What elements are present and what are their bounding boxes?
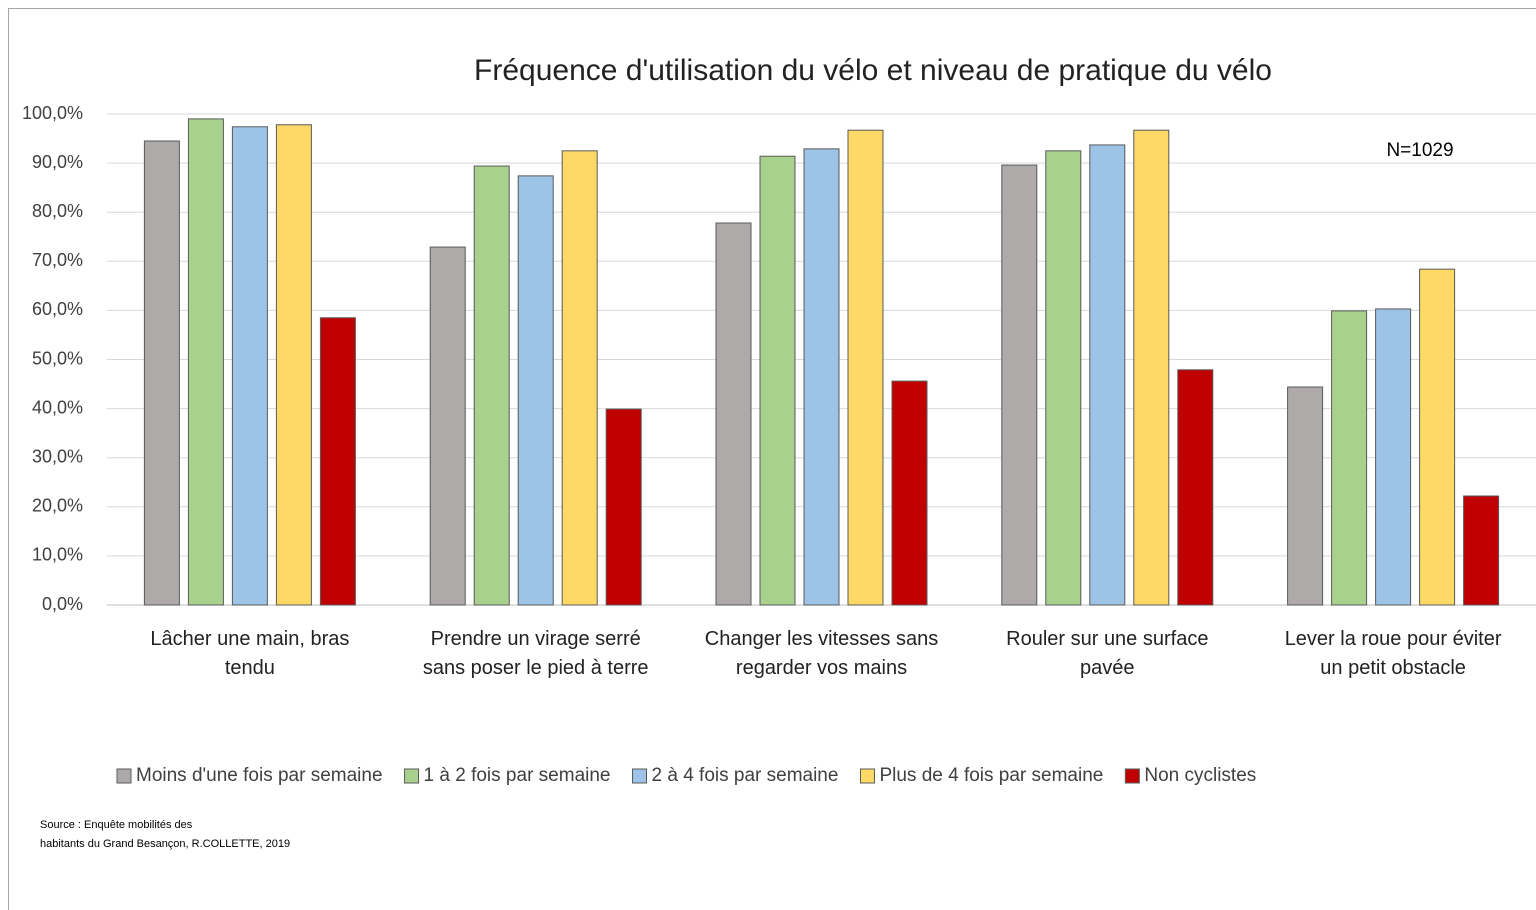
- y-tick-label: 10,0%: [32, 545, 83, 565]
- y-tick-label: 70,0%: [32, 250, 83, 270]
- bar: [891, 380, 928, 606]
- bar: [143, 140, 180, 606]
- bar: [473, 165, 510, 606]
- legend-label: Non cyclistes: [1144, 765, 1256, 786]
- bar: [1001, 164, 1038, 606]
- x-tick-label: Lever la roue pour éviter un petit obsta…: [1284, 628, 1502, 679]
- x-tick-label: Changer les vitesses sans regarder vos m…: [704, 628, 939, 679]
- bar: [187, 118, 224, 606]
- bar: [759, 155, 796, 606]
- bar: [1331, 310, 1368, 606]
- bar: [1045, 150, 1082, 606]
- legend-label: Moins d'une fois par semaine: [136, 765, 383, 786]
- chart-frame: [8, 8, 1536, 910]
- legend-label: 1 à 2 fois par semaine: [424, 765, 611, 786]
- bar: [605, 408, 642, 606]
- legend-label: 2 à 4 fois par semaine: [652, 765, 839, 786]
- legend-swatch: [859, 768, 875, 784]
- legend-swatch: [632, 768, 647, 784]
- legend-swatch: [1124, 768, 1140, 784]
- y-tick-label: 60,0%: [32, 299, 83, 319]
- bar: [561, 150, 598, 606]
- y-tick-label: 90,0%: [32, 152, 83, 172]
- y-tick-label: 80,0%: [32, 201, 83, 221]
- x-tick-label: Lâcher une main, bras tendu: [150, 628, 350, 679]
- y-tick-label: 0,0%: [42, 594, 83, 614]
- bar: [517, 175, 554, 606]
- source-line: habitants du Grand Besançon, R.COLLETTE,…: [40, 838, 290, 850]
- bar: [1287, 386, 1324, 606]
- x-tick-label: Rouler sur une surface pavée: [1006, 628, 1209, 679]
- bar: [231, 126, 268, 606]
- chart-title: Fréquence d'utilisation du vélo et nivea…: [474, 54, 1272, 87]
- bar: [715, 222, 752, 606]
- x-tick-label: Prendre un virage serré sans poser le pi…: [422, 628, 649, 679]
- y-tick-label: 50,0%: [32, 348, 83, 368]
- legend-label: Plus de 4 fois par semaine: [879, 765, 1103, 786]
- bar: [1177, 369, 1214, 606]
- bar: [1375, 308, 1412, 606]
- y-tick-label: 40,0%: [32, 397, 83, 417]
- bar: [803, 148, 840, 606]
- y-tick-label: 30,0%: [32, 446, 83, 466]
- source-line: Source : Enquête mobilités des: [40, 819, 193, 831]
- y-tick-label: 20,0%: [32, 496, 83, 516]
- legend-swatch: [404, 768, 420, 784]
- bar: [429, 246, 466, 606]
- bar: [1419, 268, 1456, 606]
- bar: [1463, 495, 1500, 606]
- bar: [1089, 144, 1126, 606]
- bar: [1133, 129, 1170, 606]
- bar: [847, 129, 884, 606]
- legend-swatch: [116, 768, 132, 784]
- bar: [275, 124, 312, 606]
- y-tick-label: 100,0%: [22, 103, 83, 123]
- annotation: N=1029: [1386, 140, 1453, 161]
- bar: [319, 317, 356, 606]
